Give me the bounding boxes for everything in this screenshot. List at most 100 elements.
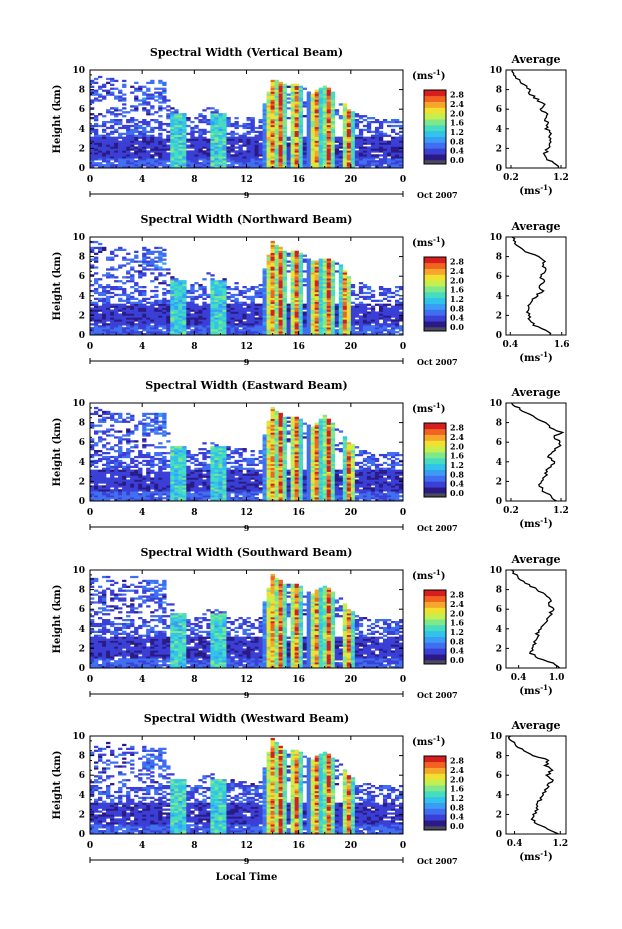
- heatmap-cell: [234, 154, 239, 157]
- heatmap-cell: [214, 111, 219, 114]
- heatmap-cell: [146, 471, 151, 474]
- heatmap-cell: [242, 154, 247, 157]
- heatmap-cell: [94, 309, 99, 312]
- heatmap-cell: [338, 150, 344, 153]
- heatmap-cell: [298, 134, 303, 137]
- colorbar-swatch: [424, 136, 446, 143]
- heatmap-cell: [106, 499, 111, 502]
- heatmap-cell: [98, 327, 103, 330]
- heatmap-cell: [322, 278, 328, 281]
- heatmap-cell: [250, 287, 255, 291]
- heatmap-cell: [98, 250, 103, 253]
- heatmap-cell: [262, 307, 267, 310]
- heatmap-cell: [274, 158, 279, 161]
- heatmap-cell: [322, 317, 328, 320]
- heatmap-cell: [150, 97, 155, 100]
- heatmap-cell: [94, 477, 99, 480]
- heatmap-cell: [342, 111, 348, 114]
- heatmap-cell: [162, 128, 167, 132]
- heatmap-cell: [338, 136, 344, 139]
- profile-unit-close: ): [548, 353, 553, 364]
- heatmap-cell: [102, 432, 107, 435]
- heatmap-cell: [322, 97, 328, 100]
- heatmap-cell: [322, 134, 328, 137]
- x-tick-label: 12: [240, 175, 253, 185]
- heatmap-cell: [322, 120, 328, 124]
- heatmap-cell: [222, 162, 227, 165]
- heatmap-cell: [302, 146, 307, 149]
- heatmap-cell: [358, 144, 364, 147]
- heatmap-cell: [266, 258, 271, 261]
- heatmap-cell: [126, 450, 131, 453]
- heatmap-cell: [118, 280, 123, 283]
- heatmap-cell: [386, 307, 392, 310]
- heatmap-cell: [350, 146, 356, 149]
- heatmap-cell: [186, 321, 191, 324]
- heatmap-cell: [278, 262, 283, 265]
- heatmap-cell: [278, 95, 283, 98]
- heatmap-cell: [242, 301, 247, 304]
- heatmap-cell: [214, 150, 219, 153]
- heatmap-cell: [282, 101, 287, 104]
- heatmap-cell: [190, 138, 195, 141]
- heatmap-cell: [122, 299, 127, 302]
- heatmap-cell: [362, 303, 368, 306]
- heatmap-cell: [106, 274, 111, 277]
- heatmap-cell: [326, 266, 332, 269]
- heatmap-cell: [242, 164, 247, 167]
- heatmap-cell: [338, 299, 344, 302]
- heatmap-cell: [334, 154, 340, 157]
- profile-x-tick-label: 0.4: [502, 340, 518, 350]
- heatmap-cell: [366, 307, 372, 310]
- heatmap-cell: [290, 276, 295, 279]
- heatmap-cell: [238, 138, 243, 141]
- heatmap-cell: [354, 164, 360, 167]
- heatmap-cell: [122, 497, 127, 500]
- heatmap-cell: [282, 152, 287, 155]
- heatmap-cell: [126, 262, 131, 265]
- heatmap-cell: [254, 130, 259, 134]
- heatmap-cell: [326, 309, 332, 312]
- colorbar-tick-label: 0.8: [450, 136, 464, 146]
- heatmap-cell: [142, 489, 147, 492]
- heatmap-cell: [106, 152, 111, 155]
- heatmap-cell: [214, 140, 219, 143]
- heatmap-cell: [206, 122, 211, 126]
- heatmap-cell: [354, 333, 360, 336]
- heatmap-cell: [266, 113, 271, 116]
- heatmap-cell: [290, 138, 295, 141]
- heatmap-cell: [330, 266, 336, 269]
- heatmap-cell: [146, 455, 151, 459]
- heatmap-cell: [282, 105, 287, 108]
- heatmap-cell: [310, 319, 316, 322]
- heatmap-cell: [210, 126, 215, 130]
- heatmap-cell: [102, 293, 107, 297]
- heatmap-cell: [118, 473, 123, 476]
- heatmap-cell: [322, 152, 328, 155]
- heatmap-cell: [354, 124, 360, 128]
- heatmap-cell: [134, 489, 139, 492]
- heatmap-cell: [118, 119, 123, 122]
- heatmap-cell: [138, 264, 143, 267]
- colorbar-swatch: [424, 257, 446, 264]
- heatmap-cell: [230, 150, 235, 153]
- heatmap-cell: [298, 95, 303, 98]
- heatmap-cell: [250, 140, 255, 143]
- heatmap-cell: [290, 309, 295, 312]
- heatmap-cell: [222, 152, 227, 155]
- heatmap-cell: [342, 130, 348, 134]
- heatmap-cell: [150, 138, 155, 141]
- heatmap-cell: [350, 122, 356, 126]
- heatmap-cell: [318, 160, 324, 163]
- heatmap-cell: [122, 305, 127, 308]
- heatmap-cell: [270, 297, 275, 301]
- heatmap-cell: [130, 138, 135, 141]
- heatmap-cell: [90, 146, 95, 149]
- heatmap-cell: [254, 140, 259, 143]
- heatmap-cell: [114, 160, 119, 163]
- heatmap-cell: [266, 276, 271, 279]
- heatmap-cell: [398, 144, 404, 147]
- heatmap-cell: [254, 323, 259, 326]
- heatmap-cell: [110, 497, 115, 500]
- heatmap-cell: [90, 258, 95, 261]
